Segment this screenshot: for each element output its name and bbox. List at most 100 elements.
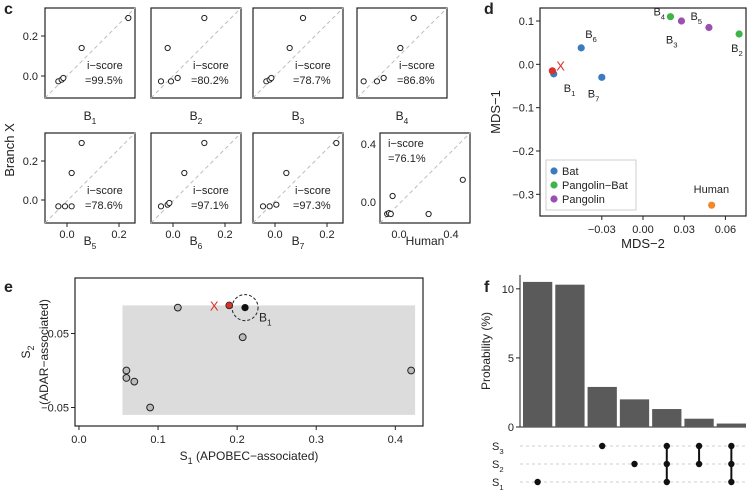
x-tick-label: 0.0: [71, 434, 86, 446]
score-point: [407, 366, 416, 375]
mds-point: [598, 73, 606, 81]
bar-7: [716, 423, 746, 427]
y-tick-label: 0.0: [23, 71, 38, 83]
y-tick-label: 0.05: [48, 329, 69, 341]
subplot-frame: [44, 132, 136, 224]
y-tick-label: 0: [508, 422, 514, 434]
mds-point-label: B5: [690, 11, 702, 26]
diagonal-line: [356, 7, 448, 99]
subplot-8: i−score =76.1% Human: [379, 132, 471, 248]
subplot-2: i−score =80.2% B2: [150, 7, 242, 126]
x-tick-label: 0.06: [715, 224, 736, 236]
y-tick-label: 5: [508, 353, 514, 365]
data-point: [78, 44, 85, 52]
subplot-xlabel: B6: [190, 234, 203, 251]
data-point: [268, 74, 275, 82]
legend-swatch: [550, 195, 558, 203]
x-tick-label: 0.03: [673, 224, 694, 236]
y-tick-label: −0.05: [41, 403, 69, 415]
legend-label: Bat: [562, 166, 579, 178]
intersection-dot: [728, 460, 735, 468]
i-score-label: i−score: [87, 185, 123, 197]
x-tick-label: 0.1: [150, 434, 165, 446]
subplot-1: i−score =99.5% B1: [44, 7, 136, 126]
data-point: [410, 14, 417, 22]
subplot-xlabel: B4: [396, 109, 409, 126]
data-point: [259, 203, 267, 210]
data-point: [68, 203, 75, 210]
i-score-value: =78.6%: [85, 200, 123, 212]
b1-point: [241, 304, 249, 312]
data-point: [360, 78, 367, 85]
data-point: [166, 199, 173, 207]
score-point: [122, 366, 131, 375]
subplot-frame: [379, 132, 471, 224]
data-point: [201, 139, 208, 147]
x-tick-label: 0.2: [217, 229, 232, 241]
x-tick-label: 0.2: [229, 434, 244, 446]
bar-1: [523, 281, 553, 427]
panel-f-letter: f: [484, 279, 490, 296]
subplot-frame: [252, 7, 344, 99]
i-score-value: =86.8%: [397, 75, 435, 87]
data-point: [387, 210, 394, 218]
data-point: [389, 192, 396, 200]
y-tick-label: 0.2: [23, 156, 38, 168]
mds-point-label: B3: [666, 35, 678, 50]
bar-3: [587, 386, 617, 427]
data-point: [157, 203, 165, 210]
y-tick-label: −0.3: [512, 189, 534, 201]
data-point: [201, 14, 208, 22]
diagonal-line: [379, 132, 471, 224]
x-tick-label: 0.0: [391, 229, 406, 241]
data-point: [459, 176, 466, 183]
diagonal-line: [150, 7, 242, 99]
data-point: [273, 201, 280, 208]
data-point: [60, 74, 67, 82]
intersection-dot: [663, 478, 670, 486]
mds-point: [548, 67, 556, 75]
data-point: [174, 74, 181, 82]
i-score-value: =80.2%: [191, 75, 229, 87]
panel-e-letter: e: [4, 279, 13, 296]
x-marker-label: X: [556, 59, 565, 74]
mds-point-label: B7: [588, 88, 600, 103]
data-point: [181, 169, 188, 177]
subplot-frame: [150, 132, 242, 224]
mds-point-label: Human: [694, 184, 729, 196]
data-point: [373, 78, 381, 85]
intersection-dot: [695, 442, 703, 450]
data-point: [425, 210, 432, 218]
subplot-xlabel: B3: [292, 109, 305, 126]
legend: Bat Pangolin−Bat Pangolin: [545, 159, 637, 211]
data-point: [266, 203, 273, 210]
x-tick-label: 0.2: [111, 229, 126, 241]
bar-4: [619, 399, 650, 427]
i-score-label: i−score: [193, 185, 229, 197]
panel-c-ylabel: Branch X: [2, 123, 17, 177]
panel-e-frame: [74, 277, 424, 427]
x-point: [225, 301, 234, 310]
panel-e-ylabel-rest: (ADAR−associated): [37, 299, 51, 405]
x-tick-label: 0.0: [165, 229, 180, 241]
intersection-dot: [663, 460, 670, 468]
x-tick-label: 0.00: [632, 224, 653, 236]
y-tick-label: 0.4: [361, 139, 376, 151]
panel-d-xlabel: MDS−2: [621, 236, 665, 251]
score-point: [173, 303, 182, 312]
y-tick-label: 0.0: [23, 195, 38, 207]
b1-label: B1: [259, 311, 272, 328]
mds-point: [708, 201, 716, 209]
data-point: [167, 78, 175, 85]
subplot-5: i−score =78.6% B5: [44, 132, 136, 251]
data-point: [283, 169, 290, 177]
subplot-frame: [44, 7, 136, 99]
data-point: [164, 44, 171, 52]
intersection-dot: [534, 478, 541, 486]
intersection-dot: [631, 460, 638, 468]
mds-point: [666, 13, 675, 21]
i-score-label: i−score: [388, 138, 424, 150]
mds-point: [677, 17, 686, 25]
bar-2: [555, 284, 585, 427]
